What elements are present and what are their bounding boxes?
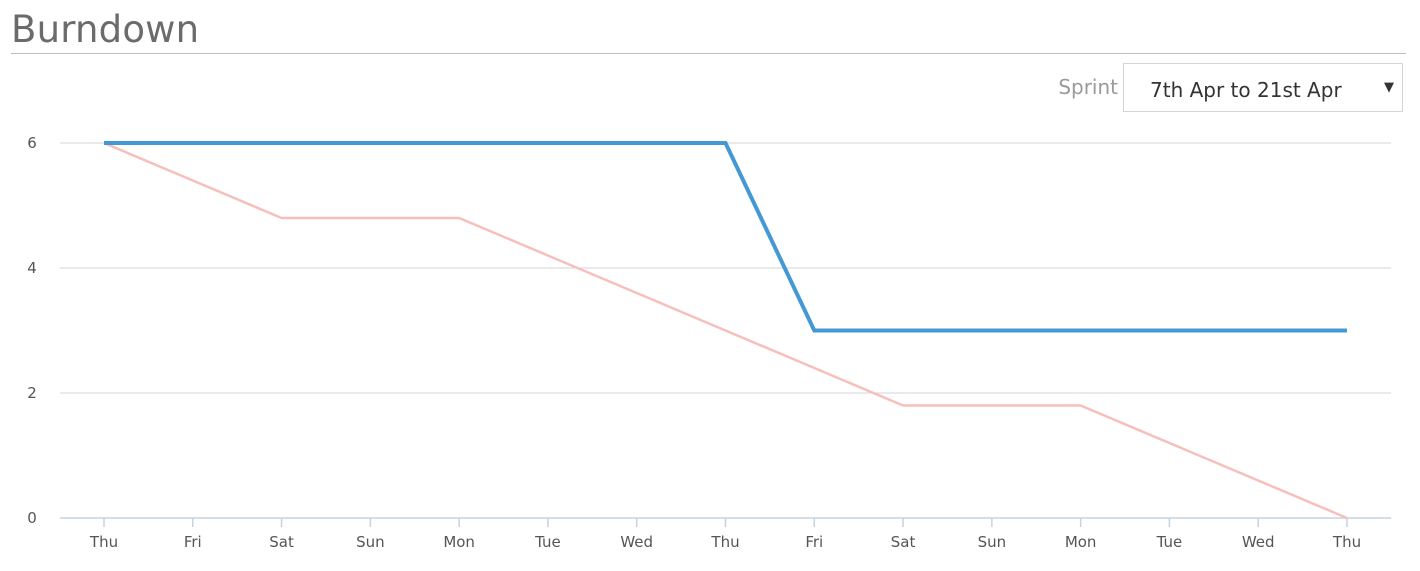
x-tick-label: Fri <box>184 533 202 551</box>
page-title: Burndown <box>11 8 200 51</box>
chevron-down-icon: ▼ <box>1384 80 1394 95</box>
y-tick-label: 6 <box>27 134 37 152</box>
x-tick-label: Sun <box>356 533 385 551</box>
sprint-label: Sprint <box>1058 75 1118 99</box>
x-tick-label: Mon <box>1065 533 1097 551</box>
x-tick-label: Thu <box>710 533 739 551</box>
title-divider <box>11 53 1406 54</box>
x-tick-label: Fri <box>805 533 823 551</box>
x-tick-label: Wed <box>620 533 653 551</box>
x-tick-label: Sat <box>269 533 294 551</box>
x-tick-label: Thu <box>1332 533 1361 551</box>
sprint-select-value: 7th Apr to 21st Apr <box>1150 78 1342 102</box>
y-tick-label: 2 <box>27 384 37 402</box>
x-axis: Thu Fri Sat Sun Mon Tue Wed Thu Fri Sat Sun Mon Tue W… <box>60 517 1391 551</box>
x-tick-label: Tue <box>1156 533 1183 551</box>
y-tick-label: 4 <box>27 259 37 277</box>
x-tick-label: Thu <box>89 533 118 551</box>
gridlines <box>60 142 1391 394</box>
y-axis-ticks: 0 2 4 6 <box>27 134 37 527</box>
x-tick-label: Sat <box>891 533 916 551</box>
actual-burndown-line <box>104 141 1347 333</box>
x-tick-label: Wed <box>1242 533 1275 551</box>
series <box>103 141 1348 520</box>
x-tick-label: Mon <box>443 533 475 551</box>
y-tick-label: 0 <box>27 509 37 527</box>
sprint-select[interactable]: 7th Apr to 21st Apr ▼ <box>1123 63 1403 112</box>
ideal-burndown-line <box>103 141 1348 520</box>
x-tick-label: Tue <box>534 533 561 551</box>
x-tick-label: Sun <box>978 533 1007 551</box>
